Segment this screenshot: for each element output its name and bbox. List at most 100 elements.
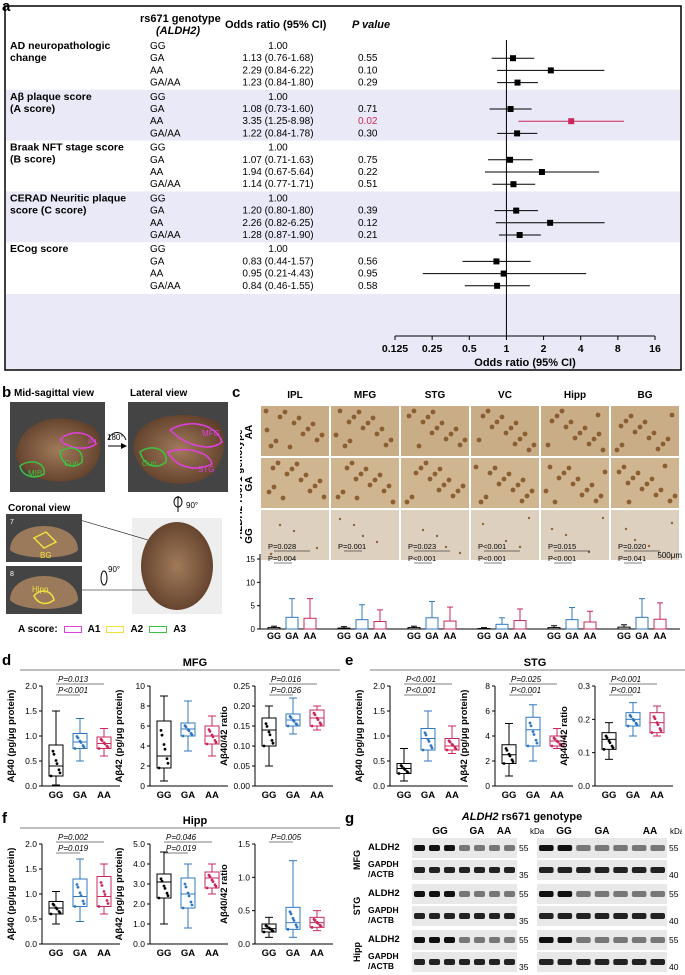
band [474, 891, 485, 897]
data-point [103, 890, 106, 893]
x-label: GG [157, 790, 172, 801]
or-point [501, 271, 507, 277]
x-tick-label: 2 [541, 343, 547, 355]
plaque-dot [308, 489, 313, 494]
plaque-dot [436, 535, 438, 537]
data-point [164, 887, 167, 890]
p-value: P=0.002 [58, 833, 89, 842]
data-point [98, 747, 101, 750]
x-tick-label: 0.25 [422, 343, 443, 355]
marker: 35 [519, 916, 529, 926]
plaque-dot [519, 546, 521, 548]
axis-shade [6, 294, 680, 369]
data-point [272, 742, 275, 745]
x-tick-label: 8 [615, 343, 621, 355]
x-label: GA [526, 790, 540, 801]
plaque-dot [620, 443, 625, 448]
or-cell: 1.00 [268, 143, 288, 154]
bar [374, 622, 386, 629]
data-point [158, 897, 161, 900]
band [595, 845, 610, 851]
region-header: Hipp [564, 390, 586, 401]
data-point [190, 732, 193, 735]
plaque-dot [513, 442, 518, 447]
data-point [164, 748, 167, 751]
band [558, 913, 573, 919]
plaque-dot [341, 490, 346, 495]
a1-label: A1 [88, 624, 101, 635]
bar-x-label: GG [407, 631, 421, 641]
plaque-dot [272, 485, 277, 490]
region-header: MFG [354, 390, 376, 401]
data-point [446, 749, 449, 752]
wb-group: AA [643, 826, 657, 837]
plaque-dot [477, 438, 482, 443]
plaque-dot [671, 522, 673, 524]
plaque-dot [288, 445, 293, 450]
plaque-dot [532, 443, 537, 448]
group-title: CERAD Neuritic plaque [10, 192, 126, 204]
or-cell: 1.28 (0.87-1.90) [242, 230, 313, 241]
or-cell: 1.14 (0.77-1.71) [242, 179, 313, 190]
scale-bar-label: 500μm [657, 551, 682, 560]
marker: 55 [519, 889, 529, 899]
y-tick-label: 4 [140, 741, 145, 751]
p-value: P=0.016 [271, 675, 302, 684]
band [429, 867, 440, 873]
or-point [507, 157, 513, 163]
bar-p-value: P=0.020 [618, 542, 646, 551]
x-label: GA [181, 948, 195, 959]
plaque-dot [265, 428, 270, 433]
band [595, 913, 610, 919]
data-point [268, 731, 271, 734]
plaque-dot [283, 410, 288, 415]
region-header: BG [638, 390, 653, 401]
a-score-legend: A score: A1 A2 A3 [18, 624, 186, 635]
plaque-dot [565, 534, 567, 536]
x-label: GA [181, 790, 195, 801]
plaque-dot [440, 421, 445, 426]
band [576, 891, 591, 897]
data-point [266, 725, 269, 728]
data-point [188, 895, 191, 898]
band [650, 867, 665, 873]
y-tick-label: 1.0 [238, 872, 250, 882]
group-title: Braak NFT stage score [10, 142, 124, 154]
plaque-dot [576, 477, 581, 482]
x-label: AA [97, 790, 111, 801]
bar-x-label: AA [584, 631, 597, 641]
plaque-dot [544, 489, 549, 494]
y-tick-label: 8 [485, 681, 490, 691]
mfg-label: MFG [202, 429, 220, 438]
band [595, 959, 610, 965]
band [650, 913, 665, 919]
x-label: GG [49, 790, 64, 801]
plaque-dot [412, 409, 417, 414]
plaque-dot [601, 448, 606, 453]
plaque-dot [578, 431, 583, 436]
lateral-title: Lateral view [130, 388, 187, 399]
bar-x-label: GA [355, 631, 369, 641]
bar-p-value: P=0.028 [268, 542, 296, 551]
ihc-image [261, 510, 329, 560]
genotype-cell: AA [150, 65, 164, 76]
cun-label-2: Cun [142, 459, 157, 468]
bar-x-label: GG [477, 631, 491, 641]
e-title: STG [524, 657, 547, 669]
or-cell: 1.20 (0.80-1.80) [242, 206, 313, 217]
y-tick-label: 0.0 [578, 781, 590, 791]
marker: 40 [669, 916, 679, 926]
data-point [160, 877, 163, 880]
genotype-cell: GA/AA [150, 78, 181, 89]
plaque-dot [580, 493, 585, 498]
data-point [76, 735, 79, 738]
bar [636, 617, 648, 629]
bar-p-value: P<0.001 [408, 554, 436, 563]
band [650, 937, 665, 943]
plaque-dot [514, 421, 519, 426]
col-genotype-1: rs671 genotype [140, 13, 221, 25]
x-label: GG [262, 790, 277, 801]
data-point [635, 722, 638, 725]
p-cell: 0.39 [358, 206, 378, 217]
